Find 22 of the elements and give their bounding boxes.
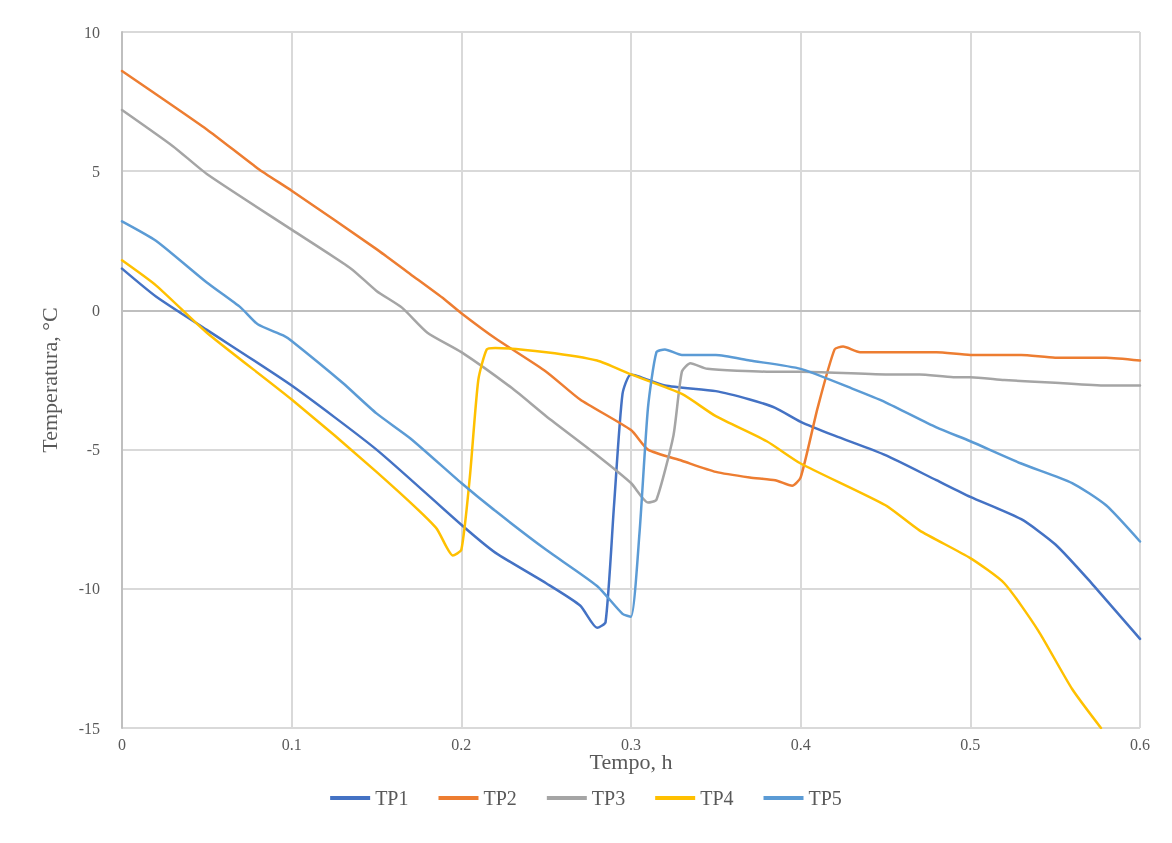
y-tick-label: -5 <box>86 441 100 459</box>
line-series <box>120 220 1142 618</box>
legend-label: TP1 <box>375 787 409 809</box>
y-tick-label: -10 <box>78 580 100 598</box>
y-tick-label: 5 <box>92 162 100 180</box>
line-series <box>120 267 1142 641</box>
y-axis-title: Temperatura, °C <box>36 307 62 453</box>
x-tick-label: 0.4 <box>790 735 811 753</box>
x-tick-label: 0.3 <box>621 735 641 753</box>
legend-label: TP2 <box>483 787 517 809</box>
x-tick-label: 0.5 <box>960 735 981 753</box>
legend-label: TP4 <box>700 787 734 809</box>
legend-label: TP3 <box>591 787 626 809</box>
legend-label: TP5 <box>808 787 842 809</box>
x-tick-label: 0.2 <box>451 735 472 753</box>
x-tick-label: 0.6 <box>1130 735 1150 753</box>
line-series <box>120 259 1103 730</box>
x-tick-label: 0 <box>118 735 126 753</box>
y-tick-label: 0 <box>92 301 100 319</box>
x-tick-label: 0.1 <box>281 735 302 753</box>
y-tick-label: 10 <box>84 23 100 41</box>
y-tick-label: -15 <box>78 719 100 737</box>
